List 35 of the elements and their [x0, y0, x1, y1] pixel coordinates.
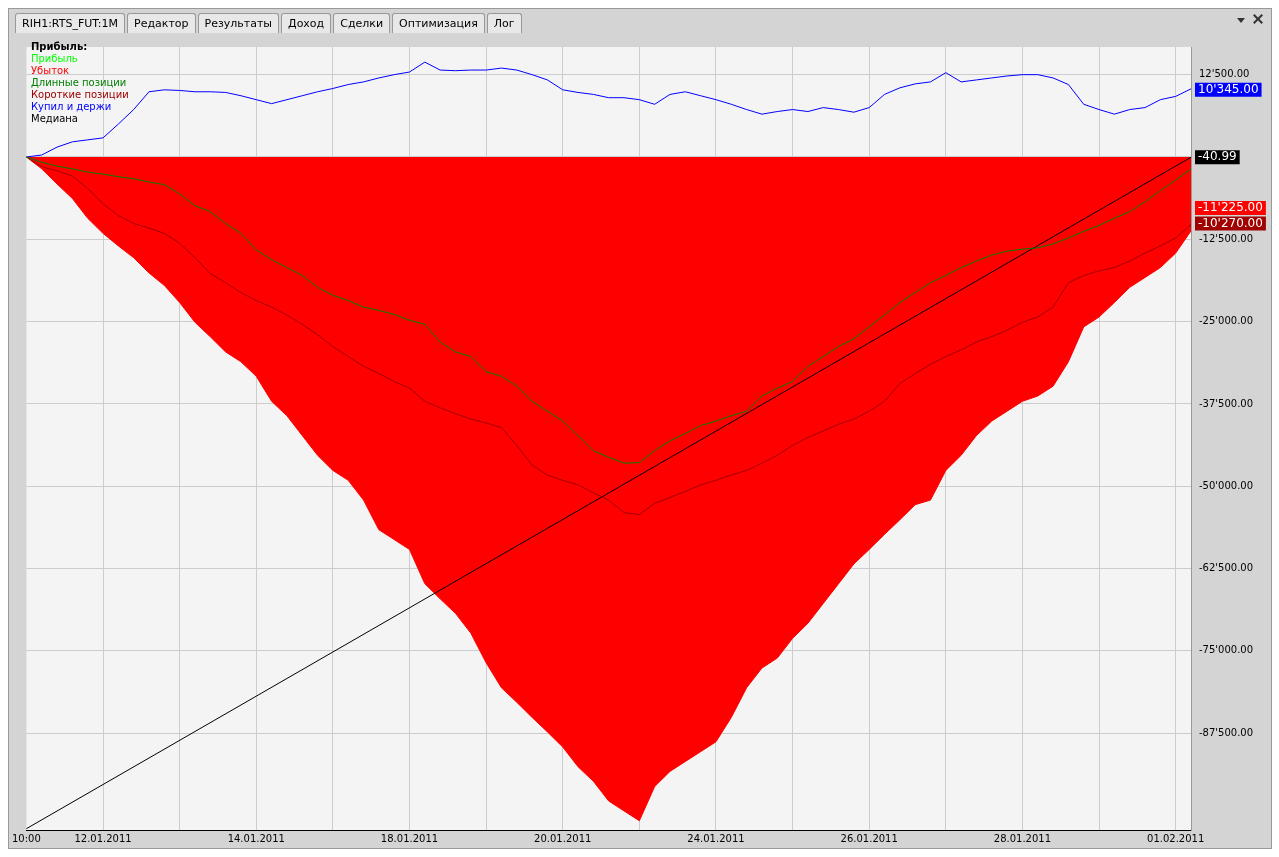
x-tick-label: 28.01.2011 — [993, 832, 1052, 844]
x-tick-label: 01.02.2011 — [1147, 832, 1205, 844]
y-tick-label: -12'500.00 — [1199, 232, 1254, 244]
y-tick-label: -62'500.00 — [1199, 562, 1254, 574]
text: Сделки — [333, 13, 391, 33]
text: Длинные позиции — [31, 77, 128, 89]
y-tick-label: -25'000.00 — [1199, 315, 1254, 327]
data-label: -10'270.00 — [1198, 215, 1263, 230]
text: RIH1:RTS_FUT:1M — [15, 13, 125, 33]
y-tick-label: -87'500.00 — [1199, 726, 1254, 738]
data-label: -40.99 — [1198, 149, 1237, 164]
x-tick-label: 18.01.2011 — [380, 832, 439, 844]
y-tick-label: -37'500.00 — [1199, 397, 1254, 409]
x-tick-label: 24.01.2011 — [687, 832, 745, 844]
x-tick-label: 12.01.2011 — [74, 832, 132, 844]
text: Медиана — [31, 113, 79, 125]
legend-label: Прибыль — [31, 53, 79, 65]
text: Результаты — [197, 13, 280, 33]
text: Редактор — [127, 13, 196, 33]
text: Убыток — [31, 65, 71, 77]
data-label: -11'225.00 — [1198, 200, 1263, 215]
y-tick-label: 12'500.00 — [1199, 68, 1250, 80]
series-label: Купил и держи — [31, 101, 113, 113]
y-tick-label: -50'000.00 — [1199, 479, 1254, 491]
text: Короткие позиции — [31, 89, 129, 101]
text: Оптимизация — [392, 13, 485, 33]
x-tick-label: 20.01.2011 — [534, 832, 592, 844]
x-tick-label: 14.01.2011 — [227, 832, 285, 844]
x-tick-label: 26.01.2011 — [840, 832, 898, 844]
legend-title: Прибыль: — [31, 41, 89, 53]
y-tick-label: -75'000.00 — [1199, 644, 1254, 656]
text: Доход — [281, 13, 332, 33]
x-tick-label: 10:00 — [12, 832, 41, 844]
text: Лог — [486, 13, 522, 33]
data-label: 10'345.00 — [1198, 81, 1259, 96]
